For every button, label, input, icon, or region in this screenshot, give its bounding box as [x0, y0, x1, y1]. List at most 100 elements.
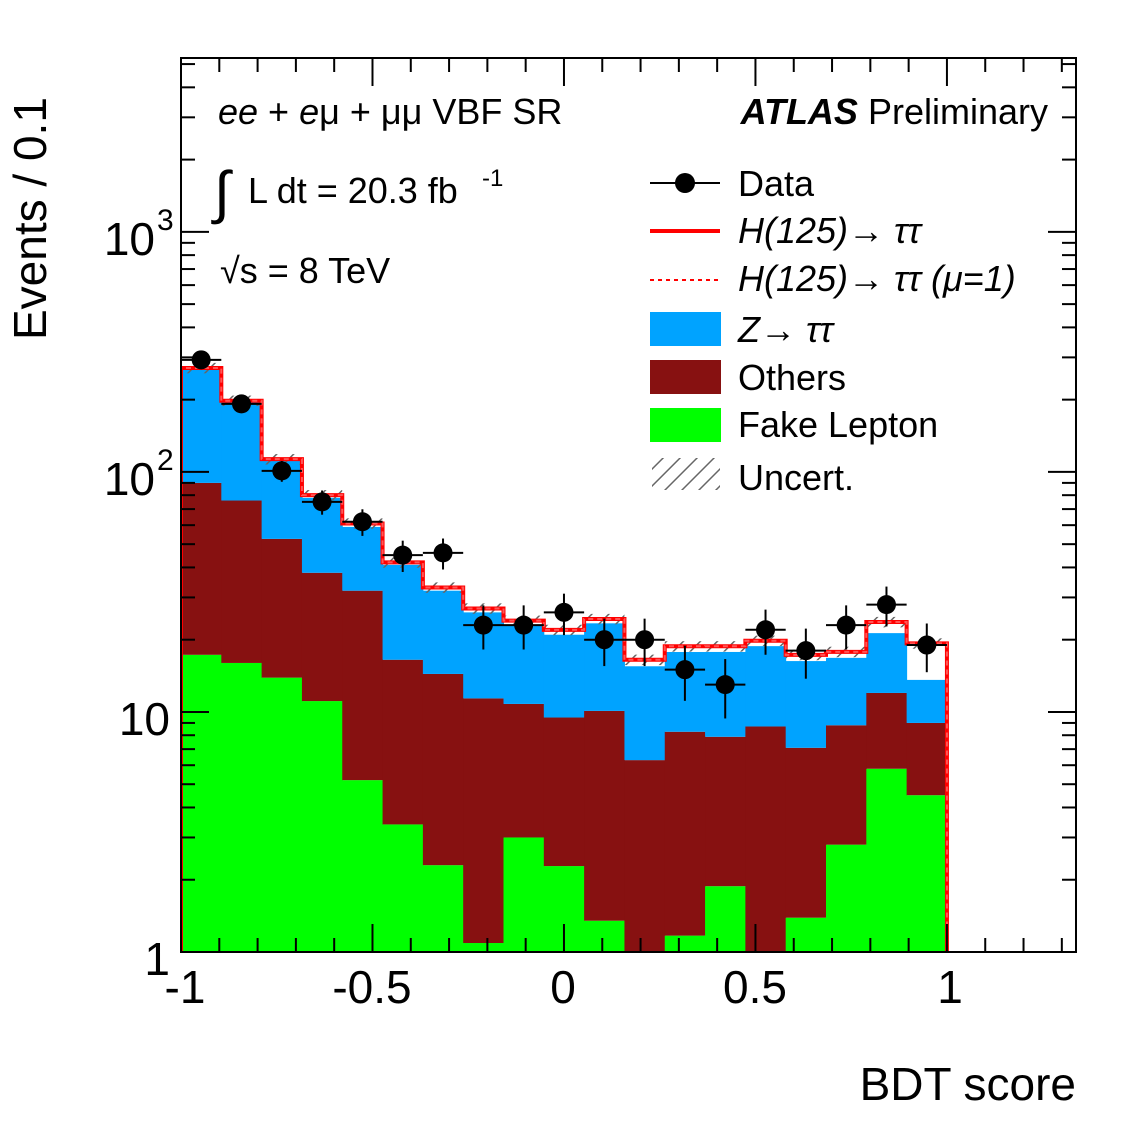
y-axis-label: Events / 0.1 [4, 97, 56, 340]
data-marker [836, 615, 856, 635]
data-marker [514, 615, 534, 635]
data-point-11 [624, 618, 665, 667]
x-tick-label: 0 [550, 961, 576, 1013]
y-tick-label: 10 [119, 693, 170, 745]
bar-fake-lepton-3 [301, 701, 343, 952]
bar-others-11 [624, 760, 666, 952]
data-marker [433, 543, 453, 563]
data-point-3 [301, 490, 343, 515]
bar-others-15 [785, 747, 827, 918]
bar-fake-lepton-17 [866, 768, 908, 952]
data-point-18 [906, 623, 947, 673]
legend-ztt-label: Z→ ττ [737, 309, 835, 350]
bar-others-9 [543, 717, 585, 867]
data-point-2 [261, 460, 302, 482]
bar-others-17 [866, 692, 908, 769]
stacked-bars [181, 362, 948, 952]
bar-fake-lepton-16 [826, 844, 867, 952]
data-marker [917, 635, 937, 655]
bar-fake-lepton-8 [503, 837, 545, 952]
bar-z--11 [624, 666, 666, 761]
bar-z--18 [906, 679, 948, 723]
bar-z--6 [422, 590, 464, 674]
x-tick-label: 0.5 [723, 961, 787, 1013]
legend: Data H(125)→ ττ H(125)→ ττ (μ=1) Z→ ττ O… [650, 163, 1016, 498]
data-marker [554, 602, 574, 622]
bar-others-10 [584, 710, 625, 921]
y-tick-label: 1 [144, 933, 170, 985]
bar-z--16 [826, 657, 867, 726]
x-axis-label: BDT score [860, 1058, 1076, 1110]
data-marker [191, 350, 211, 370]
bar-z--0 [181, 369, 222, 483]
data-marker [393, 545, 413, 565]
data-marker [756, 620, 776, 640]
data-marker [715, 675, 735, 695]
x-tick-label: -0.5 [332, 961, 411, 1013]
data-points [181, 350, 947, 719]
data-point-13 [705, 659, 746, 719]
channel-label: ee + eμ + μμ VBF SR [218, 91, 562, 132]
bar-fake-lepton-15 [785, 917, 827, 952]
legend-fake-label: Fake Lepton [738, 404, 938, 445]
legend-others-swatch [650, 360, 721, 394]
bar-others-4 [342, 590, 384, 781]
data-marker [231, 394, 251, 414]
bar-others-16 [826, 725, 867, 845]
bar-others-18 [906, 722, 948, 796]
data-point-15 [785, 628, 827, 679]
data-point-7 [463, 605, 504, 650]
luminosity-label: L dt = 20.3 fb [248, 170, 458, 211]
legend-others-label: Others [738, 357, 846, 398]
data-point-16 [826, 605, 867, 650]
bar-others-1 [221, 500, 263, 663]
legend-data-label: Data [738, 163, 815, 204]
legend-higgs-label: H(125)→ ττ [738, 210, 924, 251]
y-tick-exponent: 3 [157, 204, 174, 237]
bar-others-6 [422, 673, 464, 866]
energy-label: √s = 8 TeV [220, 250, 390, 291]
y-tick-label: 10 [104, 213, 155, 265]
data-point-17 [866, 586, 907, 627]
data-point-8 [503, 605, 544, 650]
bar-z--17 [866, 633, 908, 693]
bar-others-0 [181, 482, 222, 655]
data-marker [473, 615, 493, 635]
data-marker [675, 660, 695, 680]
atlas-label: ATLAS Preliminary [740, 91, 1048, 132]
plot-frame [180, 57, 1077, 953]
legend-uncert-label: Uncert. [738, 457, 854, 498]
bar-others-12 [664, 731, 706, 936]
data-point-12 [664, 645, 706, 701]
bar-fake-lepton-6 [422, 865, 464, 952]
bar-fake-lepton-2 [261, 677, 303, 952]
bar-fake-lepton-12 [664, 935, 706, 952]
bar-others-8 [503, 703, 545, 838]
legend-data-marker [675, 173, 695, 193]
x-tick-label: -1 [165, 961, 206, 1013]
legend-uncert-swatch [652, 458, 720, 490]
bar-z--9 [543, 634, 585, 718]
bar-fake-lepton-1 [221, 662, 263, 952]
axis-ticks [180, 58, 1076, 953]
bar-fake-lepton-18 [906, 795, 948, 952]
data-marker [635, 630, 655, 650]
luminosity-exponent: -1 [482, 165, 503, 192]
data-point-9 [543, 593, 585, 636]
bar-others-7 [463, 698, 505, 944]
bar-others-2 [261, 538, 303, 678]
bar-others-14 [745, 726, 787, 952]
data-marker [352, 512, 372, 532]
y-tick-exponent: 2 [157, 444, 174, 477]
bar-z--5 [382, 564, 424, 660]
bar-fake-lepton-10 [584, 920, 625, 952]
bar-z--4 [342, 526, 384, 591]
bar-fake-lepton-0 [181, 654, 222, 952]
data-marker [272, 461, 292, 481]
legend-fake-swatch [650, 408, 721, 442]
bar-z--14 [745, 646, 787, 727]
data-point-0 [181, 350, 222, 370]
data-point-14 [745, 609, 786, 655]
integral-sign: ∫ [211, 160, 233, 225]
